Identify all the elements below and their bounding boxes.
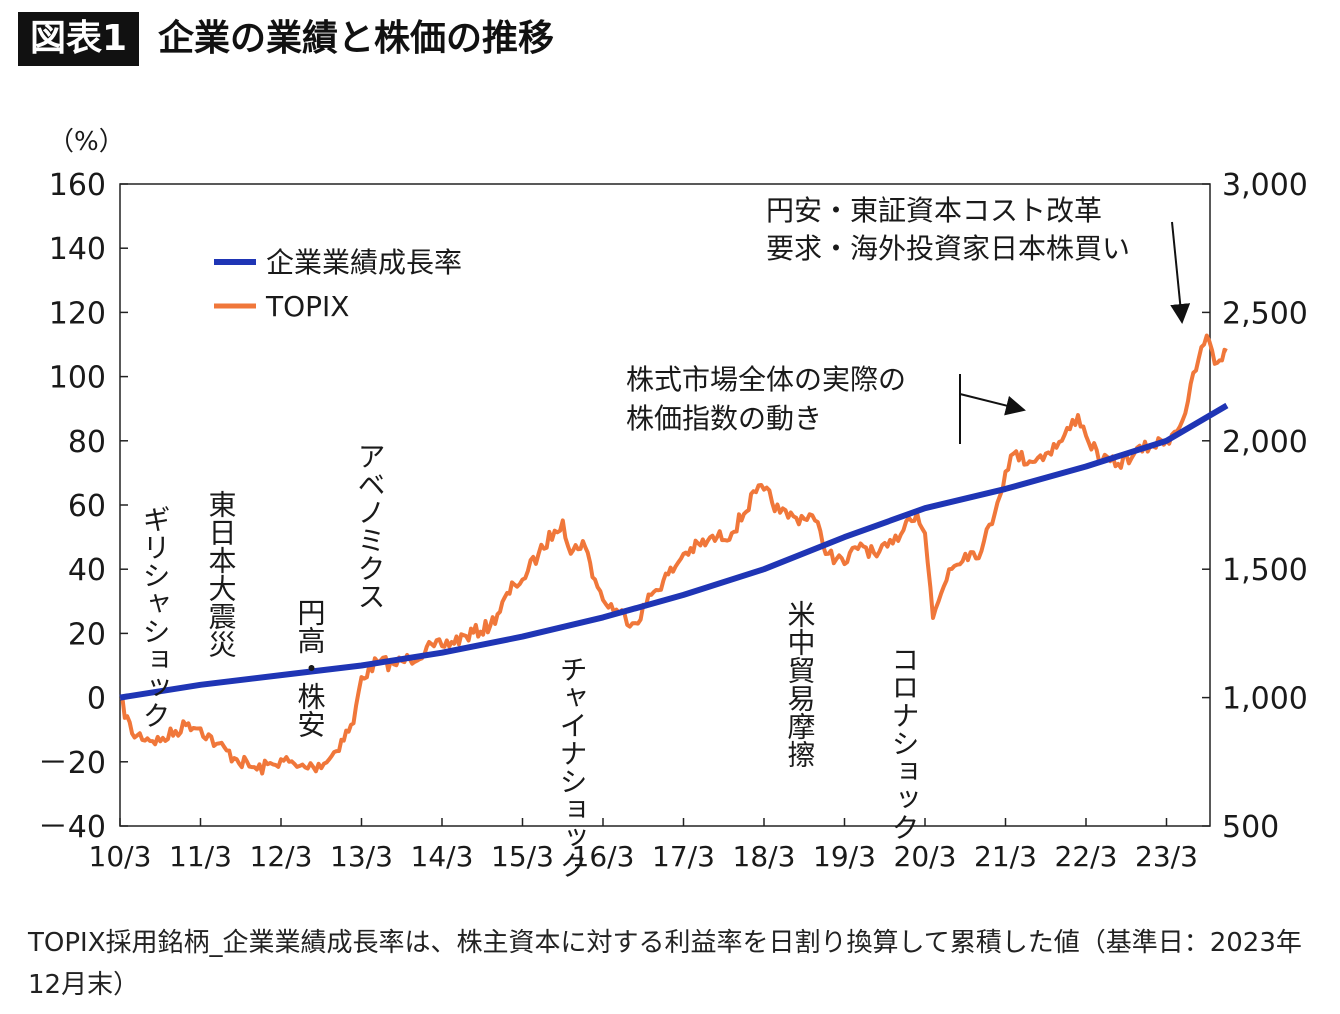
x-tick-label: 23/3 xyxy=(1135,840,1198,873)
event-labels: ギリシャショック 東日本大震災 円高・株安 アベノミクス チャイナショック 米中… xyxy=(139,442,921,879)
legend-label-topix: TOPIX xyxy=(265,290,349,323)
right-tick-label: 3,000 xyxy=(1222,168,1308,203)
annotation-weak-yen-line-2: 要求・海外投資家日本株買い xyxy=(766,232,1130,265)
event-label-us-china-trade-friction: 米中貿易摩擦 xyxy=(784,600,817,768)
chart: 160 140 120 100 80 60 40 20 0 －20 －40 3,000 2,500 2,… xyxy=(38,127,1308,879)
event-label-corona-shock: コロナショック xyxy=(888,645,921,841)
left-tick-label: 0 xyxy=(87,682,106,717)
event-label-greek-shock: ギリシャショック xyxy=(139,505,172,729)
figure-title: 企業の業績と株価の推移 xyxy=(158,18,555,59)
series-line-topix xyxy=(119,333,1228,776)
x-tick-label: 21/3 xyxy=(974,840,1037,873)
left-tick-label: 140 xyxy=(49,232,106,267)
event-label-abenomics: アベノミクス xyxy=(354,442,387,610)
left-tick-label: 100 xyxy=(49,361,106,396)
series-line-earnings-growth xyxy=(119,402,1229,701)
x-tick-label: 15/3 xyxy=(491,840,554,873)
plot-frame xyxy=(119,183,1211,827)
event-label-china-shock: チャイナショック xyxy=(556,655,589,879)
x-tick-label: 17/3 xyxy=(652,840,715,873)
x-axis: 10/3 11/3 12/3 13/3 14/3 15/3 16/3 17/3 18/3 19/3… xyxy=(89,818,1198,873)
left-tick-label: 160 xyxy=(49,168,106,203)
x-tick-label: 18/3 xyxy=(733,840,796,873)
left-tick-label: 120 xyxy=(49,296,106,331)
right-tick-label: 500 xyxy=(1222,810,1279,845)
right-axis: 3,000 2,500 2,000 1,500 1,000 500 xyxy=(1202,168,1308,845)
annotation-market-index-line-2: 株価指数の動き xyxy=(626,402,822,435)
right-tick-label: 2,000 xyxy=(1222,425,1308,460)
event-label-strong-yen-weak-stocks: 円高・株安 xyxy=(294,598,327,738)
event-label-great-east-japan-earthquake: 東日本大震災 xyxy=(205,490,238,658)
x-tick-label: 11/3 xyxy=(169,840,232,873)
x-tick-label: 22/3 xyxy=(1055,840,1118,873)
annotation-weak-yen: 円安・東証資本コスト改革 要求・海外投資家日本株買い xyxy=(766,194,1191,324)
right-tick-label: 2,500 xyxy=(1222,296,1308,331)
left-tick-label: 80 xyxy=(68,425,106,460)
left-tick-label: －20 xyxy=(38,746,106,781)
annotation-weak-yen-arrow xyxy=(1170,221,1191,324)
left-tick-label: 40 xyxy=(68,553,106,588)
legend: 企業業績成長率 TOPIX xyxy=(214,246,462,323)
footnote: TOPIX採用銘柄_企業業績成長率は、株主資本に対する利益率を日割り換算して累積… xyxy=(28,928,1302,1000)
left-tick-label: －40 xyxy=(38,810,106,845)
x-tick-label: 12/3 xyxy=(250,840,313,873)
figure-badge: 図表1 xyxy=(18,12,140,66)
left-axis-unit: （%） xyxy=(48,127,125,157)
x-tick-label: 10/3 xyxy=(89,840,152,873)
annotation-market-index: 株式市場全体の実際の 株価指数の動き xyxy=(626,363,1026,444)
x-tick-label: 14/3 xyxy=(411,840,474,873)
left-axis: 160 140 120 100 80 60 40 20 0 －20 －40 xyxy=(38,168,128,845)
x-tick-label: 19/3 xyxy=(813,840,876,873)
annotation-market-index-line-1: 株式市場全体の実際の xyxy=(626,363,906,396)
x-tick-label: 16/3 xyxy=(572,840,635,873)
left-tick-label: 20 xyxy=(68,617,106,652)
right-tick-label: 1,500 xyxy=(1222,553,1308,588)
annotation-market-index-arrow xyxy=(959,393,1026,416)
x-tick-label: 20/3 xyxy=(894,840,957,873)
right-tick-label: 1,000 xyxy=(1222,682,1308,717)
legend-label-earnings-growth: 企業業績成長率 xyxy=(266,246,462,279)
left-tick-label: 60 xyxy=(68,489,106,524)
annotation-weak-yen-line-1: 円安・東証資本コスト改革 xyxy=(766,194,1102,227)
x-tick-label: 13/3 xyxy=(330,840,393,873)
